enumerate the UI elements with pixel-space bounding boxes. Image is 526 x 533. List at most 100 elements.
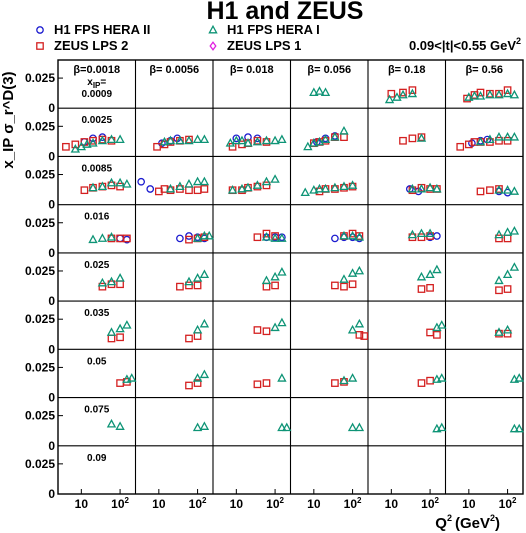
data-point-h1i	[106, 177, 117, 187]
data-point-h1i	[88, 234, 98, 244]
data-point-h1i	[392, 92, 402, 101]
data-point-h1i	[407, 183, 418, 193]
data-point-h1i	[425, 182, 435, 192]
data-point-h1i	[469, 91, 480, 100]
data-point-zeus2	[387, 89, 396, 98]
data-point-h1i	[425, 228, 435, 238]
data-point-h1i	[437, 373, 447, 382]
xpom-label: 0.0009	[81, 89, 112, 100]
x-tick-label: 102	[344, 496, 362, 511]
data-point-h1i	[509, 423, 520, 433]
data-point-h1i	[204, 230, 214, 240]
data-point-h1i	[354, 265, 365, 275]
data-point-zeus2	[107, 334, 116, 343]
data-point-h1i	[270, 322, 280, 332]
data-point-h1i	[502, 88, 513, 98]
data-point-h1i	[184, 179, 194, 188]
data-point-zeus2	[116, 280, 124, 289]
data-point-zeus2	[408, 86, 417, 94]
y-tick-label: 0.025	[25, 119, 55, 133]
y-tick-label: 0	[48, 342, 55, 356]
data-point-h1ii	[331, 234, 339, 243]
data-point-h1i	[261, 176, 272, 186]
data-point-h1i	[330, 131, 340, 141]
legend-marker-h1i	[208, 24, 218, 34]
data-point-h1i	[309, 138, 319, 147]
legend-marker-h1ii	[36, 26, 44, 34]
data-point-h1i	[192, 373, 203, 382]
xpom-label: 0.075	[84, 405, 109, 416]
y-tick-label: 0	[48, 246, 55, 260]
data-point-h1i	[494, 89, 504, 99]
y-tick-label: 0.025	[25, 409, 55, 423]
data-point-h1i	[97, 181, 108, 191]
data-point-h1i	[514, 373, 524, 382]
x-tick-label: 102	[189, 496, 207, 511]
data-point-h1i	[509, 89, 520, 99]
data-point-h1i	[237, 183, 247, 193]
data-point-h1i	[192, 134, 203, 144]
data-point-h1i	[502, 227, 513, 236]
x-tick-label: 102	[499, 496, 517, 511]
data-point-h1i	[97, 233, 108, 242]
data-point-h1i	[237, 135, 247, 145]
xpom-label: 0.0085	[81, 163, 112, 174]
data-point-zeus2	[503, 285, 512, 293]
data-point-zeus2	[262, 229, 271, 238]
data-point-h1i	[475, 136, 486, 146]
data-point-h1ii	[176, 234, 184, 243]
data-point-zeus2	[116, 333, 124, 342]
data-point-h1i	[320, 183, 331, 193]
legend-marker-zeus1	[209, 41, 217, 51]
data-point-zeus2	[360, 332, 369, 340]
data-point-h1i	[199, 318, 210, 328]
x-tick-label: 10	[307, 497, 321, 511]
data-point-h1i	[199, 421, 210, 430]
data-point-zeus2	[193, 281, 202, 290]
data-point-zeus2	[340, 133, 348, 142]
data-point-h1ii	[146, 185, 155, 193]
x-tick-label: 10	[385, 497, 399, 511]
data-point-h1i	[127, 373, 137, 382]
data-point-zeus2	[271, 232, 279, 240]
data-point-h1i	[354, 422, 365, 432]
data-point-h1i	[407, 229, 418, 239]
data-point-zeus2	[348, 280, 357, 289]
beta-label: β= 0.018	[230, 64, 274, 76]
xpom-label: 0.0025	[81, 115, 112, 126]
data-point-h1i	[175, 135, 185, 145]
data-point-zeus2	[503, 234, 512, 243]
data-point-h1i	[97, 277, 108, 287]
data-point-zeus2	[80, 186, 89, 195]
data-point-h1i	[398, 89, 408, 99]
data-point-zeus2	[193, 332, 202, 340]
data-point-h1i	[277, 373, 287, 382]
data-point-zeus2	[262, 379, 271, 387]
data-point-h1i	[309, 87, 319, 96]
data-point-h1i	[320, 87, 331, 96]
data-point-h1i	[252, 180, 263, 189]
data-point-h1i	[192, 233, 203, 242]
data-point-zeus2	[426, 376, 434, 385]
data-point-h1i	[330, 182, 340, 192]
data-point-h1i	[261, 275, 272, 285]
data-point-h1i	[106, 232, 117, 241]
data-point-h1i	[261, 135, 272, 145]
data-point-h1i	[243, 138, 253, 147]
data-point-zeus2	[495, 286, 503, 295]
data-point-h1i	[277, 422, 287, 432]
y-tick-label: 0.025	[25, 264, 55, 278]
x-tick-label: 102	[266, 496, 284, 511]
data-point-h1i	[314, 183, 325, 193]
data-point-zeus2	[200, 185, 209, 193]
data-point-h1i	[252, 136, 263, 146]
data-point-h1i	[199, 176, 210, 186]
data-point-zeus2	[417, 285, 426, 293]
data-point-h1i	[407, 88, 418, 98]
data-point-h1i	[354, 318, 365, 328]
data-point-zeus2	[417, 379, 426, 387]
data-point-h1i	[122, 179, 132, 188]
data-point-h1i	[277, 317, 287, 327]
y-tick-label: 0	[48, 391, 55, 405]
